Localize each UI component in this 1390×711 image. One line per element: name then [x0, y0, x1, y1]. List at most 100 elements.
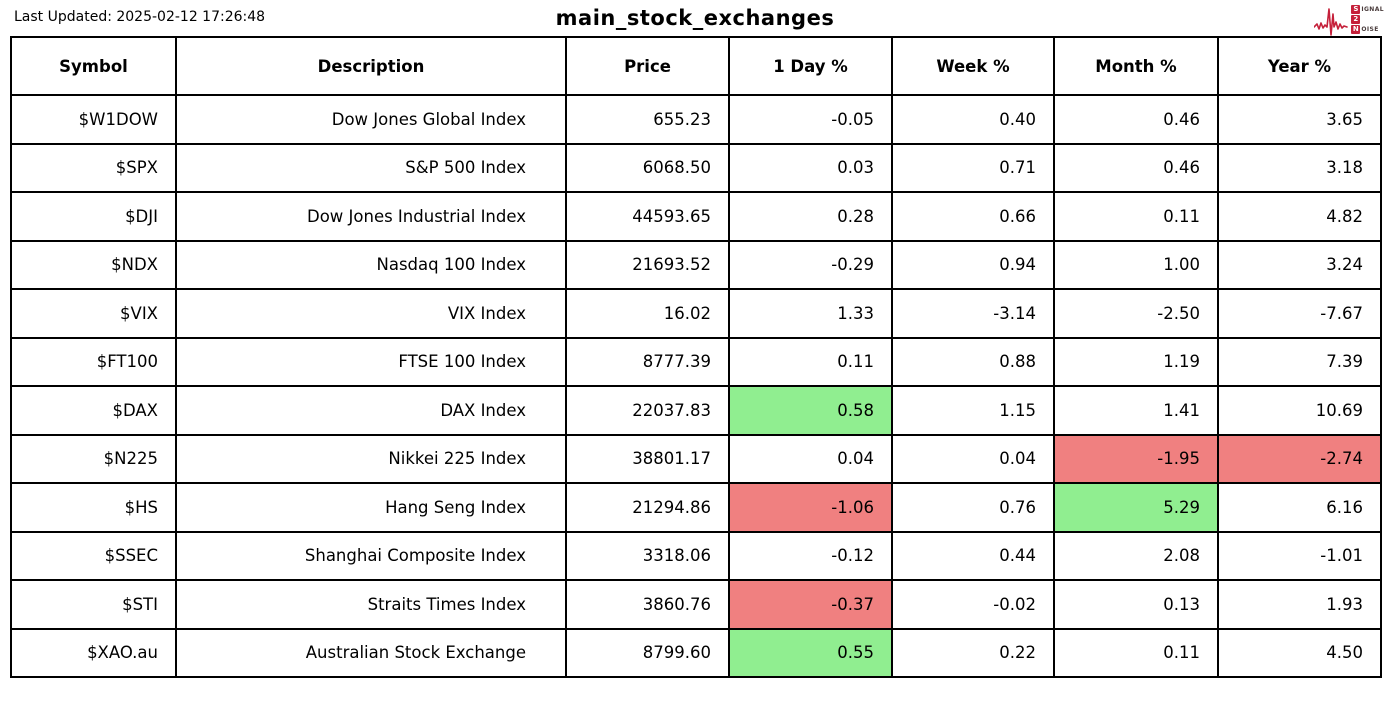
table-cell: -2.50 — [1053, 288, 1219, 339]
logo-badge-n: N — [1351, 24, 1361, 34]
table-row: $XAO.au Australian Stock Exchange 8799.60 0… — [10, 627, 1382, 678]
table-cell: $N225 — [10, 433, 177, 484]
table-cell: 0.28 — [728, 191, 893, 242]
table-cell: $VIX — [10, 288, 177, 339]
table-cell: 1.15 — [891, 385, 1055, 436]
table-cell: $XAO.au — [10, 627, 177, 678]
column-header: Week % — [891, 36, 1055, 96]
table-cell: 8799.60 — [565, 627, 730, 678]
table-cell: 1.41 — [1053, 385, 1219, 436]
table-cell: 0.04 — [728, 433, 893, 484]
table-cell: Nasdaq 100 Index — [175, 239, 567, 290]
table-cell: -0.02 — [891, 579, 1055, 630]
table-cell: 0.58 — [728, 385, 893, 436]
table-cell: 0.40 — [891, 94, 1055, 145]
table-cell: 3318.06 — [565, 530, 730, 581]
logo-badge-s: S — [1351, 4, 1361, 14]
table-body: $W1DOW Dow Jones Global Index 655.23 -0.05 0… — [10, 94, 1382, 678]
table-cell: Dow Jones Industrial Index — [175, 191, 567, 242]
table-cell: 1.93 — [1217, 579, 1382, 630]
table-cell: 4.82 — [1217, 191, 1382, 242]
table-cell: 0.55 — [728, 627, 893, 678]
table-cell: 22037.83 — [565, 385, 730, 436]
table-cell: Shanghai Composite Index — [175, 530, 567, 581]
table-cell: $W1DOW — [10, 94, 177, 145]
column-header: Month % — [1053, 36, 1219, 96]
logo-badge-2: 2 — [1351, 14, 1361, 24]
waveform-icon — [1314, 8, 1349, 36]
column-header: 1 Day % — [728, 36, 893, 96]
table-cell: $DAX — [10, 385, 177, 436]
logo-line-2: 2 — [1351, 14, 1384, 24]
table-cell: 0.11 — [1053, 627, 1219, 678]
table-cell: 0.46 — [1053, 94, 1219, 145]
table-cell: 0.22 — [891, 627, 1055, 678]
table-row: $VIX VIX Index 16.02 1.33 -3.14 -2.50 -7.67 — [10, 288, 1382, 339]
table-cell: 4.50 — [1217, 627, 1382, 678]
table-cell: -0.12 — [728, 530, 893, 581]
table-cell: FTSE 100 Index — [175, 336, 567, 387]
logo-text: S IGNAL 2 N OISE — [1351, 4, 1384, 34]
table-cell: 1.00 — [1053, 239, 1219, 290]
column-header: Price — [565, 36, 730, 96]
table-row: $NDX Nasdaq 100 Index 21693.52 -0.29 0.94 1.0… — [10, 239, 1382, 290]
logo-rest-oise: OISE — [1361, 25, 1379, 33]
table-cell: 0.76 — [891, 482, 1055, 533]
column-header: Symbol — [10, 36, 177, 96]
table-cell: -2.74 — [1217, 433, 1382, 484]
table-row: $SPX S&P 500 Index 6068.50 0.03 0.71 0.46 3.18 — [10, 142, 1382, 193]
table-cell: 0.44 — [891, 530, 1055, 581]
table-cell: 0.46 — [1053, 142, 1219, 193]
table-cell: VIX Index — [175, 288, 567, 339]
column-header: Description — [175, 36, 567, 96]
logo-rest-ignal: IGNAL — [1361, 5, 1384, 13]
last-updated-timestamp: Last Updated: 2025-02-12 17:26:48 — [14, 9, 266, 25]
table-cell: -1.06 — [728, 482, 893, 533]
table-cell: 0.04 — [891, 433, 1055, 484]
logo-line-noise: N OISE — [1351, 24, 1384, 34]
table-cell: 0.88 — [891, 336, 1055, 387]
table-cell: 0.11 — [1053, 191, 1219, 242]
table-cell: $SPX — [10, 142, 177, 193]
table-cell: $STI — [10, 579, 177, 630]
table-cell: 5.29 — [1053, 482, 1219, 533]
table-cell: Nikkei 225 Index — [175, 433, 567, 484]
table-cell: 3.65 — [1217, 94, 1382, 145]
table-cell: $DJI — [10, 191, 177, 242]
table-cell: Straits Times Index — [175, 579, 567, 630]
table-cell: 3.18 — [1217, 142, 1382, 193]
table-cell: 6068.50 — [565, 142, 730, 193]
table-row: $HS Hang Seng Index 21294.86 -1.06 0.76 5.29 6… — [10, 482, 1382, 533]
table-cell: Australian Stock Exchange — [175, 627, 567, 678]
table-cell: 38801.17 — [565, 433, 730, 484]
table-cell: 0.11 — [728, 336, 893, 387]
table-cell: 6.16 — [1217, 482, 1382, 533]
signal2noise-logo: S IGNAL 2 N OISE — [1314, 2, 1384, 36]
table-cell: 7.39 — [1217, 336, 1382, 387]
table-cell: -0.29 — [728, 239, 893, 290]
table-row: $DJI Dow Jones Industrial Index 44593.65 0.… — [10, 191, 1382, 242]
table-cell: 0.94 — [891, 239, 1055, 290]
table-cell: -3.14 — [891, 288, 1055, 339]
table-cell: 655.23 — [565, 94, 730, 145]
table-cell: 10.69 — [1217, 385, 1382, 436]
table-row: $N225 Nikkei 225 Index 38801.17 0.04 0.04 -1.… — [10, 433, 1382, 484]
table-cell: DAX Index — [175, 385, 567, 436]
table-row: $W1DOW Dow Jones Global Index 655.23 -0.05 0… — [10, 94, 1382, 145]
table-row: $SSEC Shanghai Composite Index 3318.06 -0.1… — [10, 530, 1382, 581]
table-cell: 21294.86 — [565, 482, 730, 533]
table-cell: 3860.76 — [565, 579, 730, 630]
table-row: $FT100 FTSE 100 Index 8777.39 0.11 0.88 1.19 7… — [10, 336, 1382, 387]
page-title: main_stock_exchanges — [555, 6, 835, 30]
table-cell: 1.33 — [728, 288, 893, 339]
table-cell: -0.37 — [728, 579, 893, 630]
table-cell: 0.03 — [728, 142, 893, 193]
column-header: Year % — [1217, 36, 1382, 96]
table-cell: $SSEC — [10, 530, 177, 581]
table-cell: $HS — [10, 482, 177, 533]
table-row: $STI Straits Times Index 3860.76 -0.37 -0.02… — [10, 579, 1382, 630]
table-header-row: Symbol Description Price 1 Day % Week % Month… — [10, 36, 1382, 96]
table-cell: S&P 500 Index — [175, 142, 567, 193]
table-cell: 44593.65 — [565, 191, 730, 242]
